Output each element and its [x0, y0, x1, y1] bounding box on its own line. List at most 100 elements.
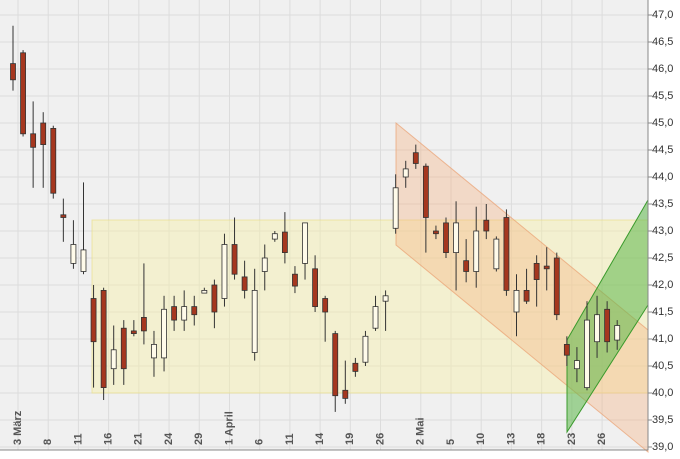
candle-body [433, 230, 439, 235]
y-tick-label: 47,0 [652, 9, 673, 21]
candle-body [362, 335, 369, 363]
candle-body [161, 308, 167, 359]
candle-body [292, 273, 298, 287]
candle-body [594, 314, 600, 343]
candle-body [352, 362, 359, 372]
y-tick-label: 43,5 [652, 198, 673, 210]
candle-body [110, 349, 117, 370]
candle-body [402, 168, 409, 178]
plot-background [0, 0, 648, 450]
y-tick-label: 45,5 [652, 90, 673, 102]
candle-body [322, 298, 329, 313]
x-tick-label: 2 Mai [415, 417, 427, 445]
candle-body [90, 298, 97, 343]
x-tick-label: 1 April [223, 411, 235, 445]
candle-body [392, 187, 399, 229]
x-tick-label: 26 [596, 433, 608, 445]
candle-body [100, 289, 107, 388]
candle-body [563, 343, 570, 356]
candle-body [443, 222, 449, 253]
candle-body [20, 52, 26, 135]
y-tick-label: 44,0 [652, 171, 673, 183]
y-tick-label: 42,5 [652, 252, 673, 264]
candle-body [513, 289, 520, 313]
y-tick-label: 40,0 [652, 387, 673, 399]
candle-body [614, 325, 621, 341]
x-tick-label: 6 [254, 439, 266, 445]
x-tick-label: 24 [163, 432, 175, 445]
y-tick-label: 39,5 [652, 414, 673, 426]
candle-body [473, 230, 480, 272]
candle-body [372, 306, 379, 329]
x-tick-label: 11 [72, 433, 84, 445]
x-tick-label: 10 [475, 433, 487, 445]
y-tick-label: 46,5 [652, 36, 673, 48]
candle-body [493, 238, 500, 270]
x-tick-label: 5 [445, 439, 457, 445]
candle-body [281, 231, 288, 254]
candle-body [483, 219, 490, 232]
candle-body [201, 289, 208, 294]
x-tick-label: 18 [536, 433, 548, 445]
x-tick-label: 29 [193, 433, 205, 445]
candle-body [211, 284, 218, 313]
x-tick-label: 16 [103, 433, 115, 445]
candle-body [241, 276, 248, 291]
candle-body [422, 165, 429, 218]
x-tick-label: 8 [42, 439, 54, 445]
x-tick-label: 23 [566, 433, 578, 445]
candle-body [221, 244, 228, 299]
x-tick-label: 26 [374, 433, 386, 445]
candle-body [574, 360, 580, 370]
candle-body [523, 289, 530, 302]
candle-body [503, 217, 510, 291]
candle-body [312, 268, 319, 307]
candle-body [543, 265, 550, 270]
candle-body [60, 214, 67, 218]
x-tick-label: 13 [505, 433, 517, 445]
x-tick-label: 21 [133, 433, 145, 445]
candle-body [533, 262, 540, 280]
x-tick-label: 3 März [12, 410, 24, 445]
y-tick-label: 40,5 [652, 360, 673, 372]
candle-body [251, 289, 258, 353]
candle-body [261, 257, 268, 272]
candle-body [453, 222, 459, 253]
candle-body [332, 333, 339, 397]
y-tick-label: 44,5 [652, 144, 673, 156]
y-tick-label: 41,5 [652, 306, 673, 318]
candle-body [604, 308, 611, 343]
candle-body [271, 233, 278, 240]
candle-body [191, 306, 198, 316]
y-tick-label: 43,0 [652, 225, 673, 237]
candle-body [50, 127, 57, 194]
candle-body [342, 389, 349, 399]
x-tick-label: 14 [314, 432, 326, 445]
candle-body [463, 260, 470, 272]
candle-body [141, 316, 147, 332]
candle-body [171, 306, 178, 321]
candle-body [10, 63, 16, 81]
candle-body [70, 244, 77, 264]
y-tick-label: 46,0 [652, 63, 673, 75]
candle-body [412, 152, 419, 164]
y-tick-label: 39,0 [652, 441, 673, 453]
y-tick-label: 41,0 [652, 333, 673, 345]
x-tick-label: 19 [344, 433, 356, 445]
candle-body [181, 306, 188, 321]
candle-body [553, 257, 560, 316]
candle-body [302, 222, 308, 264]
y-tick-label: 42,0 [652, 279, 673, 291]
candle-body [80, 249, 87, 272]
y-tick-label: 45,0 [652, 117, 673, 129]
x-tick-label: 11 [284, 433, 296, 445]
candle-body [120, 327, 127, 370]
candle-body [231, 244, 238, 275]
candle-body [30, 133, 37, 148]
candle-body [151, 343, 157, 359]
candle-body [40, 122, 47, 146]
candle-body [130, 330, 137, 334]
candle-body [584, 319, 590, 389]
candle-body [382, 295, 389, 302]
